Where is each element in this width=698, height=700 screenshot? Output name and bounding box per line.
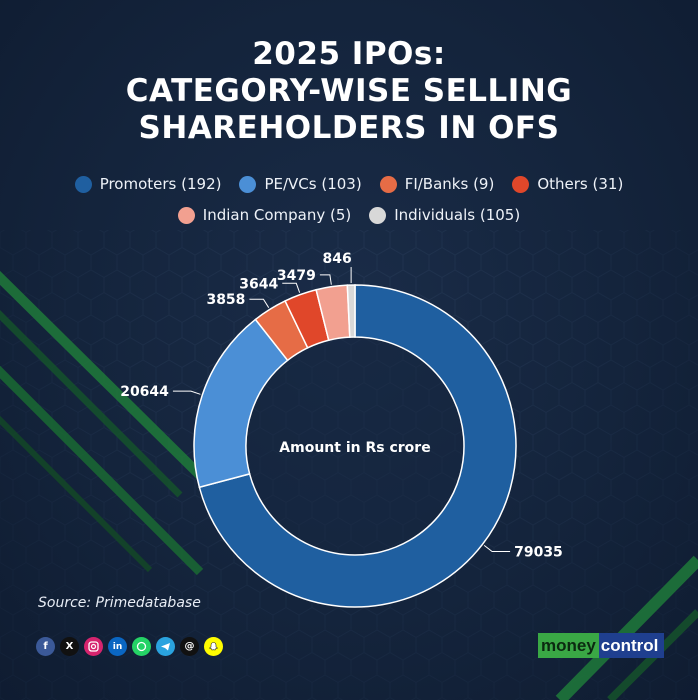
brand-part-2: control (600, 635, 659, 655)
legend-swatch-fi-banks (379, 175, 397, 193)
social-icons: f X in @ (36, 637, 223, 656)
legend-item-individuals: Individuals (105) (369, 206, 520, 224)
legend-swatch-individuals (369, 206, 387, 224)
legend-swatch-promoters (74, 175, 92, 193)
data-label-fi-banks: 3858 (206, 292, 245, 308)
data-label-pe-vcs: 20644 (120, 384, 169, 400)
legend-label-pe-vcs: PE/VCs (103) (264, 175, 362, 193)
facebook-icon[interactable]: f (36, 637, 55, 656)
instagram-icon[interactable] (84, 637, 103, 656)
legend-item-others: Others (31) (512, 175, 623, 193)
leader-line-others (282, 282, 301, 293)
x-icon[interactable]: X (60, 637, 79, 656)
title-line-2: CATEGORY-WISE SELLING (125, 73, 573, 109)
title-line-3: SHAREHOLDERS IN OFS (138, 110, 560, 146)
legend-item-promoters: Promoters (192) (74, 175, 222, 193)
legend-label-others: Others (31) (537, 175, 624, 193)
source-note: Source: Primedatabase (38, 595, 201, 611)
chart-title: 2025 IPOs: CATEGORY-WISE SELLING SHAREHO… (0, 36, 698, 147)
data-label-indian-company: 3479 (277, 268, 316, 284)
leader-line-indian-company (319, 274, 332, 285)
legend-swatch-pe-vcs (239, 175, 257, 193)
data-label-promoters: 79035 (514, 545, 563, 561)
legend-row-2: Indian Company (5) Individuals (105) (0, 206, 698, 224)
moneycontrol-logo: money control (538, 633, 665, 658)
linkedin-icon[interactable]: in (108, 637, 127, 656)
leader-line-promoters (483, 545, 511, 553)
title-line-1: 2025 IPOs: (252, 36, 446, 72)
leader-line-pe-vcs (172, 390, 201, 395)
threads-icon[interactable]: @ (180, 637, 199, 656)
snapchat-icon[interactable] (204, 637, 223, 656)
legend-swatch-others (512, 175, 530, 193)
slice-promoters (198, 284, 517, 608)
donut-hole (247, 338, 463, 554)
center-label: Amount in Rs crore (279, 440, 430, 456)
legend-label-indian-company: Indian Company (5) (202, 206, 352, 224)
telegram-icon[interactable] (156, 637, 175, 656)
legend-label-fi-banks: FI/Banks (9) (404, 175, 495, 193)
brand-part-1: money (538, 633, 599, 658)
data-label-others: 3644 (239, 276, 278, 292)
legend-item-fi-banks: FI/Banks (9) (379, 175, 495, 193)
legend-item-indian-company: Indian Company (5) (177, 206, 352, 224)
legend-label-promoters: Promoters (192) (99, 175, 222, 193)
legend-item-pe-vcs: PE/VCs (103) (239, 175, 362, 193)
legend-label-individuals: Individuals (105) (394, 206, 521, 224)
slice-individuals (346, 284, 356, 338)
data-label-individuals: 846 (322, 251, 351, 267)
legend-row-1: Promoters (192) PE/VCs (103) FI/Banks (9… (0, 175, 698, 193)
leader-line-fi-banks (249, 298, 270, 308)
legend-swatch-indian-company (177, 206, 195, 224)
whatsapp-icon[interactable] (132, 637, 151, 656)
